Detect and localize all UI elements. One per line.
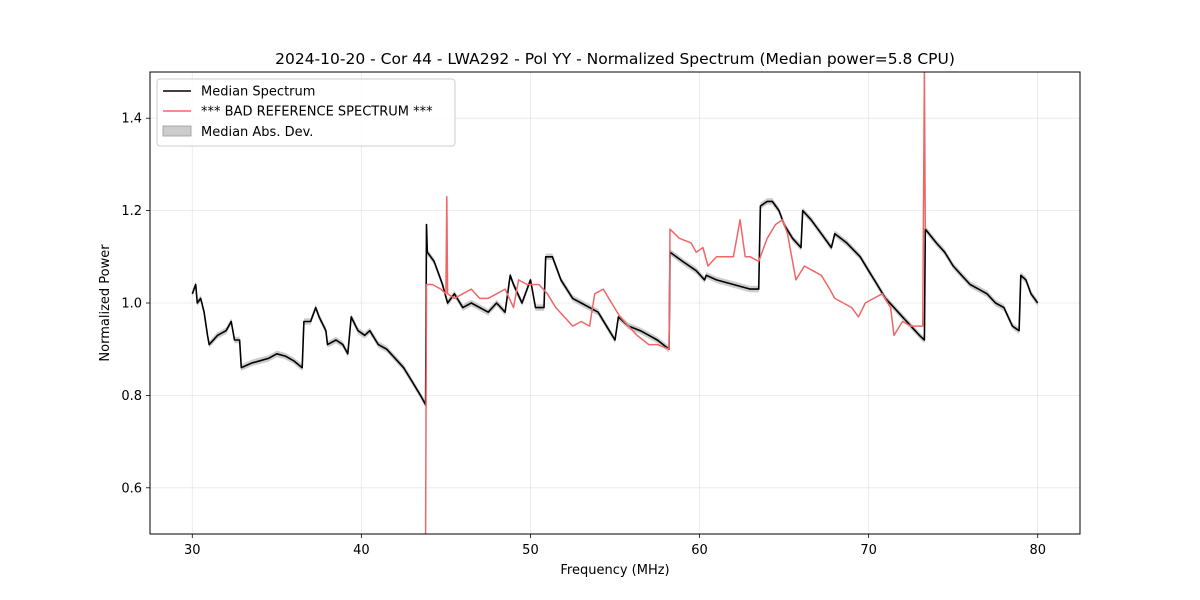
y-axis-label: Normalized Power — [98, 244, 113, 362]
x-tick-label: 60 — [691, 543, 708, 558]
x-axis-ticks: 30 40 50 60 70 80 — [184, 534, 1046, 558]
chart-title: 2024-10-20 - Cor 44 - LWA292 - Pol YY - … — [275, 50, 955, 68]
legend-label-bad-reference: *** BAD REFERENCE SPECTRUM *** — [201, 105, 433, 120]
legend: Median Spectrum *** BAD REFERENCE SPECTR… — [156, 78, 456, 147]
bad-reference-spectrum-line — [424, 72, 927, 534]
y-tick-label: 1.4 — [121, 112, 142, 127]
x-grid — [191, 72, 1039, 534]
legend-box — [156, 78, 456, 147]
x-tick-label: 70 — [860, 543, 877, 558]
legend-label-median: Median Spectrum — [201, 85, 315, 100]
legend-swatch-mad — [162, 125, 192, 137]
y-tick-label: 0.8 — [121, 389, 142, 404]
y-tick-label: 0.6 — [121, 481, 142, 496]
y-axis-ticks: 0.6 0.8 1.0 1.2 1.4 — [121, 112, 150, 496]
median-spectrum-line — [191, 200, 1039, 406]
x-tick-label: 40 — [353, 543, 370, 558]
y-tick-label: 1.2 — [121, 204, 142, 219]
x-tick-label: 50 — [522, 543, 539, 558]
plot-area — [191, 72, 1039, 534]
x-tick-label: 30 — [184, 543, 201, 558]
x-tick-label: 80 — [1029, 543, 1046, 558]
legend-label-mad: Median Abs. Dev. — [201, 125, 313, 140]
x-axis-label: Frequency (MHz) — [560, 563, 669, 578]
y-tick-label: 1.0 — [121, 297, 142, 312]
